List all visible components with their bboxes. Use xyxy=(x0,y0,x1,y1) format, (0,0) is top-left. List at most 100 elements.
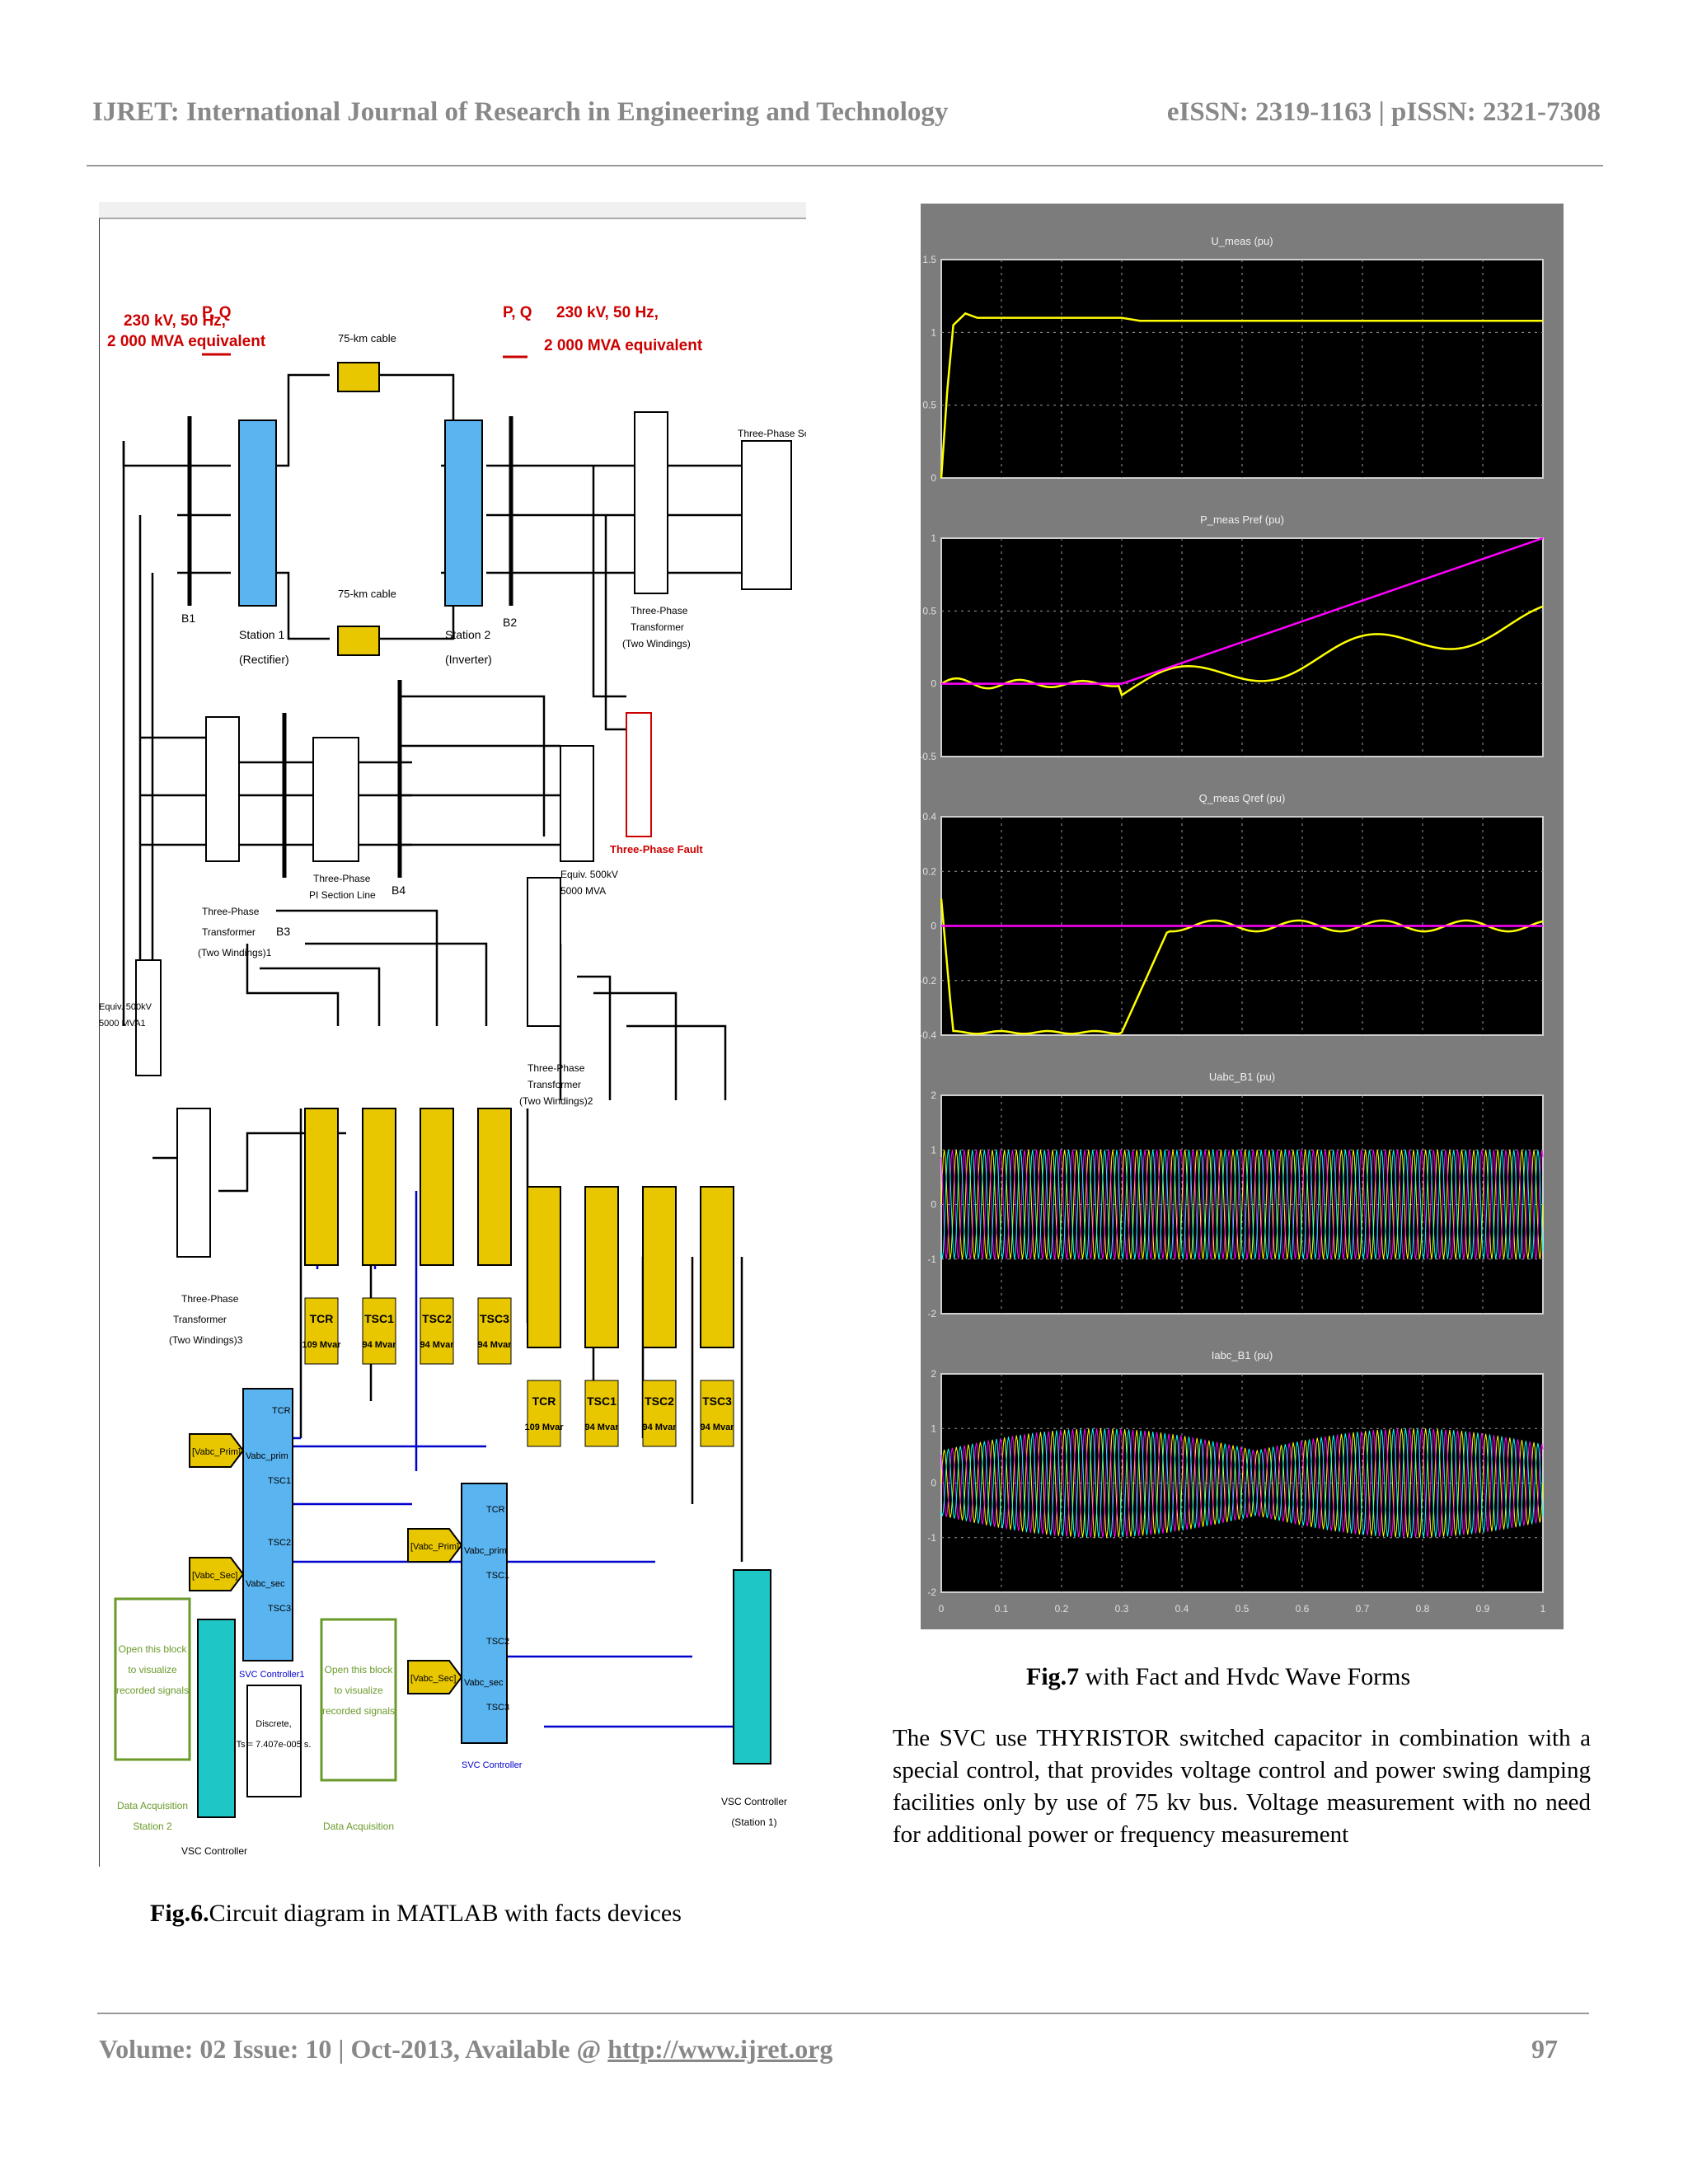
header-rule xyxy=(87,165,1603,166)
series-p-ref xyxy=(941,537,1544,685)
bus-b4-label: B4 xyxy=(392,883,406,897)
bus-b3-label: B3 xyxy=(276,925,290,938)
page-footer: Volume: 02 Issue: 10 | Oct-2013, Availab… xyxy=(99,2034,1558,2064)
open-block-1-text-2: to visualize xyxy=(128,1664,177,1675)
xfmr3-label-2: Transformer xyxy=(173,1314,227,1325)
bank-top-tsc3-label-box xyxy=(477,1297,512,1365)
scope-panel-title: Q_meas Qref (pu) xyxy=(1199,792,1286,804)
footer-rule xyxy=(97,2013,1589,2014)
series-p-meas xyxy=(940,605,1544,697)
source-1-label: Three-Phase Source1 xyxy=(738,428,806,439)
series-uabc-b1 xyxy=(940,1150,1544,1259)
vsc-left-label: VSC Controller xyxy=(181,1845,247,1857)
series-iabc-b1 xyxy=(940,1428,1544,1538)
equiv-right-block xyxy=(560,745,594,862)
bank-top-tsc3-rating: 94 Mvar xyxy=(478,1340,513,1350)
scope-y-tick: 1.5 xyxy=(922,254,936,265)
scope-x-tick: 0.7 xyxy=(1356,1603,1370,1615)
xfmr-right-label-2: Transformer xyxy=(631,621,684,633)
body-paragraph: The SVC use THYRISTOR switched capacitor… xyxy=(893,1725,1591,1848)
scope-y-tick: 1 xyxy=(931,1144,936,1155)
transformer-3-block xyxy=(176,1108,211,1258)
tag-vabc-prim-2 xyxy=(407,1528,463,1563)
scope-y-tick: -1 xyxy=(927,1532,936,1544)
figure-6-caption-text: Circuit diagram in MATLAB with facts dev… xyxy=(209,1900,682,1927)
bank-top-tcr xyxy=(304,1108,339,1266)
xfmr3-label-1: Three-Phase xyxy=(181,1293,239,1305)
series-u-meas xyxy=(940,312,1543,479)
cable-bottom-label: 75-km cable xyxy=(338,588,396,600)
svc-controller-2-block xyxy=(461,1483,508,1744)
tag-vabc-prim-1 xyxy=(189,1433,245,1468)
tag-vabc-prim-1-text: [Vabc_Prim] xyxy=(192,1447,241,1457)
figure-7-waveforms: U_meas (pu) 1.5 1 0.5 0 P_meas Pref (pu) 1 0.5 0… xyxy=(919,204,1564,1629)
cable-bottom-block xyxy=(337,626,380,656)
svc1-port-sec: Vabc_sec xyxy=(246,1579,285,1589)
tag-vabc-sec-2-text: [Vabc_Sec] xyxy=(410,1674,456,1684)
transformer-2-block xyxy=(527,877,561,1027)
scope-y-tick: 0.2 xyxy=(922,865,936,877)
pi-line-block xyxy=(312,737,359,862)
scope-x-tick: 0.1 xyxy=(995,1603,1009,1615)
bank-bottom-tcr xyxy=(527,1186,561,1348)
vsc-right-label-1: VSC Controller xyxy=(721,1796,787,1807)
xfmr1-label-3: (Two Windings)1 xyxy=(198,947,272,958)
bank-top-tsc1 xyxy=(362,1108,396,1266)
station-1-label: Station 1 xyxy=(239,628,284,641)
bank-bottom-tsc2-rating: 94 Mvar xyxy=(643,1422,678,1432)
vsc-right-label-2: (Station 1) xyxy=(731,1816,776,1828)
series-iabc-b1 xyxy=(940,1428,1544,1538)
pq-left-label: P, Q xyxy=(202,304,232,321)
scope-y-tick: 0 xyxy=(931,678,936,690)
svc2-port-tcr: TCR xyxy=(486,1505,505,1515)
bank-top-tcr-name: TCR xyxy=(310,1312,334,1325)
tag-vabc-sec-1-text: [Vabc_Sec] xyxy=(192,1571,237,1581)
footer-link[interactable]: http://www.ijret.org xyxy=(607,2034,833,2064)
series-uabc-b1 xyxy=(940,1150,1544,1259)
scope-y-tick: -1 xyxy=(927,1254,936,1265)
bank-top-tsc3 xyxy=(477,1108,512,1266)
xfmr1-label-2: Transformer xyxy=(202,926,256,938)
svc1-port-prim: Vabc_prim xyxy=(246,1451,288,1461)
tag-vabc-sec-1 xyxy=(189,1557,245,1591)
bank-top-tsc2-label-box xyxy=(420,1297,454,1365)
bank-top-tsc2 xyxy=(420,1108,454,1266)
bank-bottom-tcr-rating: 109 Mvar xyxy=(524,1422,564,1432)
bus-b1-label: B1 xyxy=(181,612,195,625)
source-1-block xyxy=(741,440,792,590)
scope-y-tick: 1 xyxy=(931,532,936,544)
station-1-sub: (Rectifier) xyxy=(239,653,289,666)
scope-y-tick: -0.2 xyxy=(921,975,936,987)
scope-y-tick: 1 xyxy=(931,1422,936,1434)
tag-vabc-prim-2-text: [Vabc_Prim] xyxy=(410,1542,459,1552)
svc-controller-1-block xyxy=(242,1388,293,1661)
src-left-label-1: 230 kV, 50 Hz, xyxy=(124,312,226,330)
scope-x-tick: 0.8 xyxy=(1416,1603,1430,1615)
scope-x-tick: 1 xyxy=(1540,1603,1546,1615)
svc2-port-tsc2: TSC2 xyxy=(486,1637,509,1647)
fault-block xyxy=(626,712,652,837)
bank-bottom-tsc3-name: TSC3 xyxy=(702,1394,732,1408)
equiv-right-label-2: 5000 MVA xyxy=(560,885,606,897)
figure-7-caption: Fig.7 with Fact and Hvdc Wave Forms xyxy=(1026,1663,1410,1691)
figure-6-caption: Fig.6.Circuit diagram in MATLAB with fac… xyxy=(150,1900,682,1928)
footer-volume-text: Volume: 02 Issue: 10 | Oct-2013, Availab… xyxy=(99,2034,608,2064)
scope-panel-title: Iabc_B1 (pu) xyxy=(1212,1349,1273,1361)
scope-y-tick: 0.4 xyxy=(922,811,936,823)
scope-y-tick: 2 xyxy=(931,1090,936,1101)
scope-y-tick: -2 xyxy=(927,1308,936,1319)
bank-bottom-tsc2-name: TSC2 xyxy=(645,1394,674,1408)
src-left-label-2: 2 000 MVA equivalent xyxy=(107,333,266,350)
station-1-block xyxy=(238,419,277,607)
equiv-left-block xyxy=(135,959,162,1076)
scope-panel-title: Uabc_B1 (pu) xyxy=(1209,1071,1275,1083)
vsc-controller-right-block xyxy=(733,1569,771,1765)
pi-line-label-1: Three-Phase xyxy=(313,873,371,884)
scope-y-tick: 0 xyxy=(931,1478,936,1489)
journal-title: IJRET: International Journal of Research… xyxy=(92,97,949,127)
scope-x-tick: 0.4 xyxy=(1175,1603,1189,1615)
bottom-bank-group: TCR 109 Mvar TSC1 94 Mvar TSC2 94 Mvar T… xyxy=(524,1186,734,1447)
src-right-label-1: 230 kV, 50 Hz, xyxy=(556,304,659,321)
svc1-port-tsc2: TSC2 xyxy=(268,1538,291,1548)
transformer-1-block xyxy=(205,716,240,862)
